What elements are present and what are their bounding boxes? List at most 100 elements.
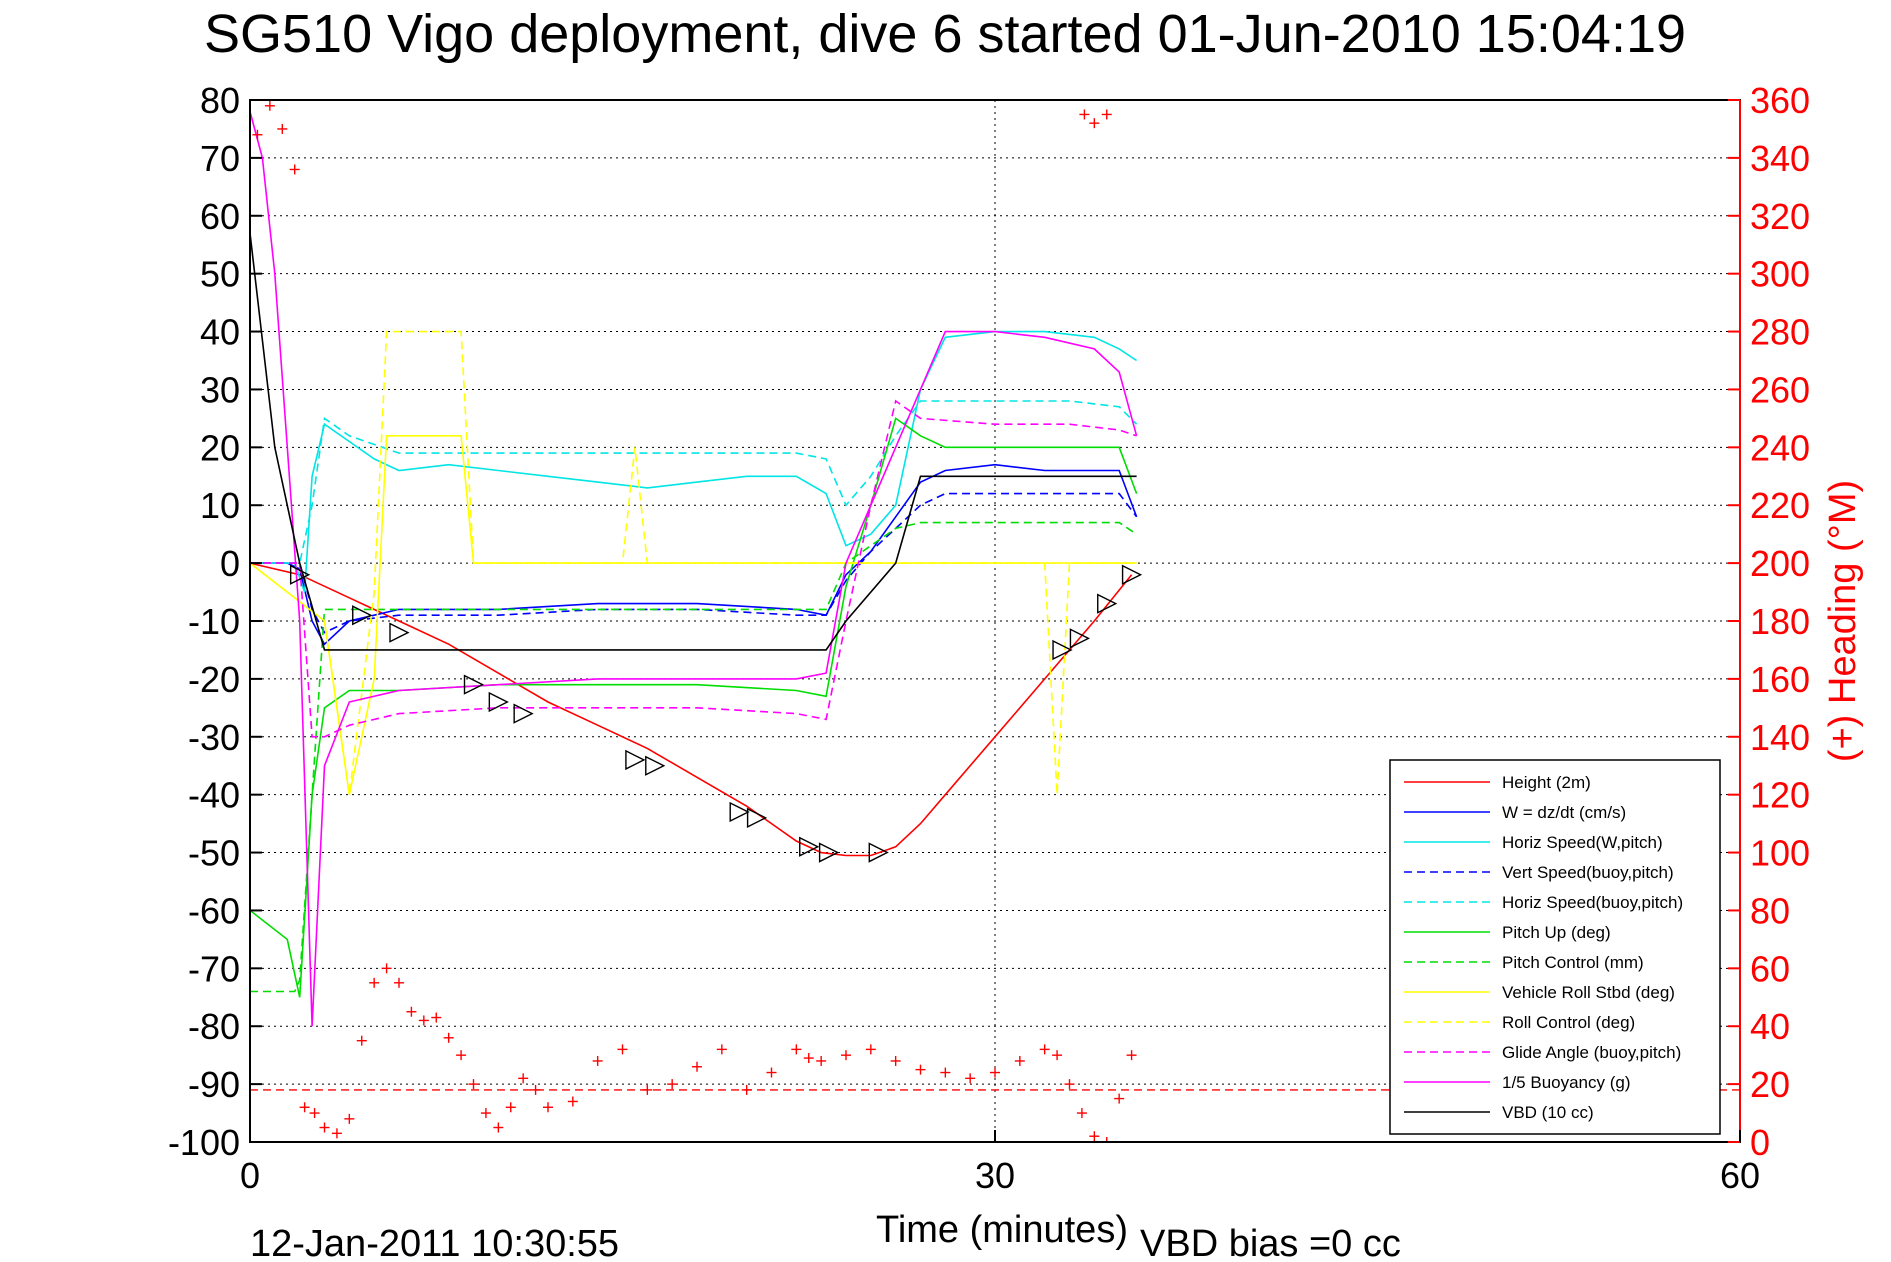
y2-tick-label: 180 (1750, 601, 1810, 642)
heading-point (890, 1055, 901, 1066)
gc-marker (488, 691, 509, 713)
heading-point (592, 1055, 603, 1066)
x-axis-label: Time (minutes) (876, 1209, 1128, 1251)
right-axis-label: (+) Heading (°M) (1822, 480, 1864, 762)
heading-point (431, 1012, 442, 1023)
legend-entry: Horiz Speed(buoy,pitch) (1502, 893, 1683, 912)
gc-marker (1097, 593, 1118, 614)
heading-point (1079, 109, 1090, 120)
y-tick-label: -70 (188, 948, 240, 989)
legend-entry: Horiz Speed(W,pitch) (1502, 833, 1663, 852)
heading-point (1101, 109, 1112, 120)
heading-point (394, 977, 404, 988)
y2-tick-label: 20 (1750, 1064, 1790, 1105)
heading-point (692, 1061, 702, 1072)
gc-marker (1069, 628, 1090, 649)
heading-point (803, 1053, 814, 1064)
gc-marker (463, 674, 485, 695)
y2-tick-label: 140 (1750, 717, 1810, 758)
heading-point (841, 1050, 851, 1061)
heading-point (264, 100, 275, 111)
series-line-5 (250, 417, 1138, 998)
legend-entry: VBD (10 cc) (1502, 1103, 1594, 1122)
series-line-8 (250, 330, 1137, 795)
y2-tick-label: 60 (1750, 948, 1790, 989)
gc-marker (729, 801, 750, 823)
series-line-2 (250, 330, 1138, 593)
series-line-4 (250, 400, 1138, 564)
series-line-0 (250, 562, 1133, 857)
heading-point (299, 1102, 310, 1113)
y-tick-label: -10 (188, 601, 240, 642)
y-tick-label: 70 (200, 138, 240, 179)
y2-tick-label: 40 (1750, 1006, 1790, 1047)
series-line-11 (250, 233, 1137, 651)
legend-entry: Roll Control (deg) (1502, 1013, 1635, 1032)
heading-point (289, 164, 300, 175)
y2-tick-label: 200 (1750, 543, 1810, 584)
legend-entry: 1/5 Buoyancy (g) (1502, 1073, 1631, 1092)
heading-point (1114, 1093, 1125, 1104)
gc-marker (645, 755, 666, 776)
y2-tick-label: 80 (1750, 890, 1790, 931)
heading-point (1039, 1044, 1050, 1055)
heading-point (505, 1102, 516, 1113)
heading-point (543, 1102, 553, 1113)
y2-tick-label: 220 (1750, 485, 1810, 526)
legend-entry: Pitch Up (deg) (1502, 923, 1611, 942)
series-line-10 (250, 111, 1138, 1027)
y2-tick-label: 160 (1750, 659, 1810, 700)
heading-point (443, 1032, 454, 1043)
timestamp-footer: 12-Jan-2011 10:30:55 (250, 1223, 619, 1262)
y-tick-label: 40 (200, 312, 240, 353)
series-line-7 (250, 434, 1137, 795)
y2-tick-label: 340 (1750, 138, 1810, 179)
heading-point (1126, 1050, 1137, 1061)
y-tick-label: -40 (188, 775, 240, 816)
heading-point (915, 1064, 926, 1075)
heading-point (468, 1079, 479, 1090)
heading-point (331, 1128, 342, 1139)
heading-point (418, 1015, 429, 1026)
y-tick-label: 50 (200, 254, 240, 295)
legend-entry: Height (2m) (1502, 773, 1591, 792)
right-axis-ticks: 3603403203002802602402202001801601401201… (1728, 80, 1810, 1163)
y2-tick-label: 320 (1750, 196, 1810, 237)
heading-point (990, 1067, 1000, 1078)
heading-point (518, 1073, 529, 1084)
y2-tick-label: 260 (1750, 369, 1810, 410)
heading-point (741, 1084, 752, 1095)
chart-legend: Height (2m) W = dz/dt (cm/s) Horiz Speed(W… (1389, 759, 1721, 1135)
heading-point (567, 1096, 578, 1107)
y2-tick-label: 0 (1750, 1122, 1770, 1163)
heading-point (252, 129, 263, 140)
chart-title: SG510 Vigo deployment, dive 6 started 01… (204, 4, 1686, 64)
gc-marker (389, 622, 410, 643)
vbd-bias-footer: VBD bias =0 cc (1140, 1223, 1401, 1262)
series-line-3 (250, 492, 1138, 634)
left-axis-ticks: 80 70 60 50 40 30 20 10 0 -10 -20 -30 -40 -50 -60 -70 -8… (168, 80, 262, 1163)
heading-point (480, 1108, 491, 1119)
gc-marker (868, 842, 889, 863)
heading-point (1076, 1108, 1087, 1119)
heading-point (766, 1067, 777, 1078)
y-tick-label: -90 (188, 1064, 240, 1105)
heading-point (965, 1073, 976, 1084)
y-tick-label: -20 (188, 659, 240, 700)
y-tick-label: 0 (220, 543, 240, 584)
heading-point (816, 1055, 827, 1066)
heading-point (1089, 118, 1100, 129)
gc-marker (289, 564, 311, 585)
y-tick-label: 30 (200, 369, 240, 410)
heading-point (1101, 1137, 1112, 1142)
x-tick-label: 0 (240, 1155, 260, 1196)
y2-tick-label: 120 (1750, 775, 1810, 816)
legend-entry: Pitch Control (mm) (1502, 953, 1644, 972)
y-tick-label: -30 (188, 717, 240, 758)
gc-marker (513, 703, 534, 724)
gc-marker (625, 749, 646, 771)
y2-tick-label: 100 (1750, 833, 1810, 874)
heading-point (791, 1044, 802, 1055)
y2-tick-label: 240 (1750, 427, 1810, 468)
